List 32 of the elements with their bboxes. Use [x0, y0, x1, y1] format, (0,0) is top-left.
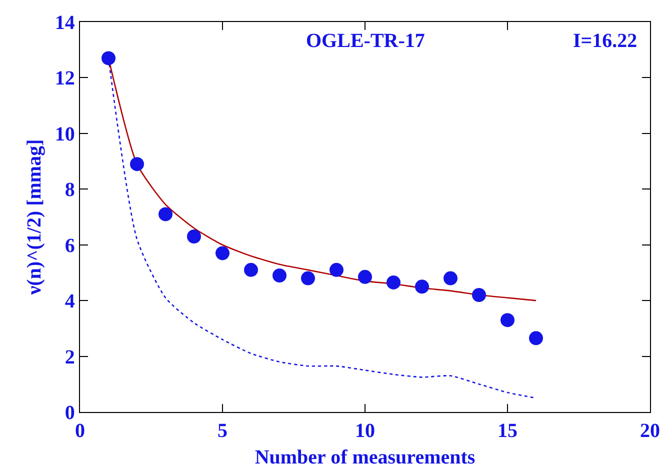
- point: [444, 271, 458, 286]
- y-tick-label: 4: [64, 290, 75, 313]
- point: [472, 288, 486, 302]
- point: [301, 271, 315, 286]
- x-tick-label: 10: [355, 420, 375, 442]
- point: [415, 280, 429, 294]
- point: [330, 262, 344, 277]
- x-tick-label: 15: [498, 420, 518, 442]
- annotation: I=16.22: [573, 30, 638, 52]
- y-tick-label: 14: [54, 12, 75, 34]
- x-axis-title: Number of measurements: [254, 446, 476, 469]
- y-tick-label: 6: [64, 234, 75, 257]
- y-tick-label: 0: [64, 402, 75, 424]
- point: [386, 275, 400, 290]
- y-tick-label: 10: [54, 123, 75, 146]
- y-tick-label: 8: [64, 179, 75, 202]
- y-tick-label: 2: [64, 346, 75, 368]
- point: [358, 270, 372, 284]
- point: [216, 246, 230, 260]
- point: [130, 157, 144, 172]
- point: [187, 230, 201, 244]
- point: [500, 313, 514, 328]
- point: [272, 268, 286, 282]
- x-tick-label: 20: [640, 420, 660, 442]
- y-tick-label: 12: [54, 68, 75, 90]
- point: [244, 262, 258, 277]
- annotation: OGLE-TR-17: [306, 30, 425, 52]
- point: [158, 207, 172, 222]
- point: [102, 51, 116, 66]
- point: [529, 331, 543, 346]
- x-tick-label: 5: [218, 420, 228, 442]
- y-axis-title: ν(n)^(1/2) [mmag]: [23, 139, 46, 296]
